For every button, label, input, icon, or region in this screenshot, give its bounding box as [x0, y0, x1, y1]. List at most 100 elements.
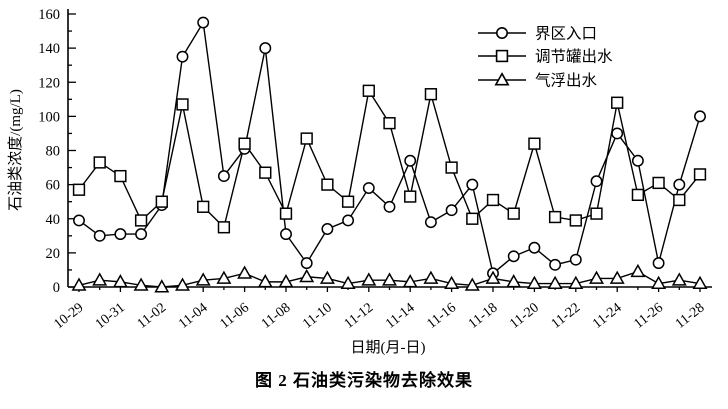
- x-tick-label: 11-14: [383, 300, 418, 332]
- series-1-square-marker: [114, 169, 127, 183]
- series-1-square-marker: [383, 117, 396, 130]
- series-2-triangle-marker: [154, 279, 170, 293]
- series-1-square-marker: [72, 183, 86, 196]
- x-tick-label: 11-24: [590, 300, 625, 332]
- series-2-triangle-marker: [71, 277, 87, 291]
- series-2-triangle-marker: [112, 274, 128, 288]
- series-1-square-marker: [300, 132, 313, 145]
- series-0-circle-marker: [466, 178, 479, 191]
- series-2-triangle-marker: [216, 270, 232, 284]
- x-tick-label: 11-22: [549, 300, 584, 332]
- series-0-circle-marker: [73, 214, 85, 227]
- series-0-circle-marker: [300, 257, 313, 270]
- series-1-square-marker: [93, 156, 106, 169]
- series-2-triangle-marker: [92, 272, 108, 286]
- x-tick-label: 11-08: [259, 300, 294, 332]
- series-2-triangle-marker: [609, 270, 625, 284]
- x-tick-label: 10-31: [93, 300, 128, 332]
- y-tick-label: 80: [46, 144, 61, 160]
- series-0-circle-marker: [424, 216, 437, 229]
- y-tick-label: 140: [38, 41, 60, 57]
- series-0-circle-marker: [631, 154, 644, 167]
- series-0-circle-marker: [694, 110, 706, 123]
- series-1-square-marker: [673, 193, 686, 207]
- series-2-triangle-marker: [195, 272, 211, 286]
- series-2-triangle-marker: [444, 275, 460, 290]
- series-1-square-marker: [404, 190, 417, 203]
- y-tick-label: 20: [46, 246, 61, 262]
- y-tick-label: 40: [46, 212, 61, 228]
- legend-triangle-marker: [494, 72, 510, 86]
- series-0-circle-marker: [673, 178, 686, 191]
- series-0-circle-marker: [383, 200, 396, 213]
- series-2-triangle-marker: [340, 275, 356, 290]
- x-tick-label: 11-04: [176, 300, 211, 332]
- series-2-triangle-marker: [257, 274, 273, 288]
- x-tick-label: 11-10: [300, 300, 335, 332]
- legend-label-0: 界区入口: [535, 26, 597, 43]
- y-tick-label: 0: [53, 280, 60, 296]
- series-1-square-marker: [217, 221, 231, 234]
- series-1-square-marker: [466, 212, 479, 225]
- series-2-triangle-marker: [423, 270, 439, 284]
- series-0-circle-marker: [611, 127, 624, 140]
- series-0-circle-marker: [280, 228, 292, 241]
- legend-label-1: 调节罐出水: [535, 48, 613, 66]
- series-1-square-marker: [424, 88, 438, 101]
- series-1-square-marker: [155, 195, 168, 208]
- series-0-circle-marker: [114, 228, 127, 241]
- x-axis-title: 日期(月-日): [351, 339, 426, 356]
- series-0-circle-marker: [321, 223, 334, 235]
- series-1-square-marker: [134, 214, 148, 227]
- series-1-square-marker: [238, 137, 251, 150]
- legend-square-marker: [495, 49, 509, 63]
- x-tick-label: 10-29: [51, 300, 86, 332]
- figure-caption: 图 2 石油类污染物去除效果: [255, 371, 473, 390]
- series-0-circle-marker: [445, 204, 458, 217]
- series-0-circle-marker: [217, 170, 230, 183]
- series-0-circle-marker: [549, 258, 562, 271]
- series-1-square-marker: [548, 210, 562, 224]
- series-0-circle-marker: [135, 228, 148, 241]
- series-1-square-marker: [259, 166, 272, 179]
- y-tick-label: 60: [46, 178, 61, 194]
- series-0-circle-marker: [259, 42, 272, 55]
- series-1-square-marker: [569, 214, 582, 227]
- series-2-triangle-marker: [175, 277, 190, 291]
- series-2-triangle-marker: [319, 270, 335, 284]
- series-0-circle-marker: [652, 257, 665, 270]
- series-2-triangle-marker: [237, 265, 253, 279]
- series-0-circle-marker: [342, 214, 355, 227]
- series-1-square-marker: [176, 98, 189, 111]
- series-0-circle-marker: [569, 253, 582, 266]
- series-2-triangle-marker: [671, 272, 687, 286]
- series-0-circle-marker: [507, 250, 520, 263]
- series-2-triangle-marker: [278, 274, 294, 288]
- series-1-square-marker: [197, 200, 210, 213]
- series-2-triangle-marker: [547, 275, 563, 290]
- x-tick-label: 11-28: [673, 300, 708, 332]
- series-2-triangle-marker: [485, 270, 501, 284]
- series-2-triangle-marker: [299, 268, 315, 283]
- series-2-triangle-marker: [589, 270, 604, 284]
- series-1-square-marker: [321, 178, 334, 191]
- series-2-triangle-marker: [568, 275, 584, 290]
- series-1-square-marker: [611, 96, 624, 109]
- x-tick-label: 11-06: [217, 300, 252, 332]
- series-2-triangle-marker: [506, 274, 522, 288]
- series-0-circle-marker: [528, 241, 541, 254]
- series-1-square-marker: [362, 84, 375, 97]
- series-1-square-marker: [341, 195, 355, 208]
- y-axis-title: 石油类浓度/(mg/L): [7, 89, 24, 211]
- series-1-square-marker: [652, 176, 665, 190]
- series-2-triangle-marker: [464, 277, 480, 291]
- series-0-circle-marker: [93, 229, 106, 242]
- series-1-square-marker: [486, 193, 500, 207]
- y-tick-label: 160: [38, 7, 60, 23]
- series-2-triangle-marker: [133, 277, 149, 291]
- series-1-square-marker: [693, 168, 707, 181]
- series-2-triangle-marker: [692, 275, 708, 290]
